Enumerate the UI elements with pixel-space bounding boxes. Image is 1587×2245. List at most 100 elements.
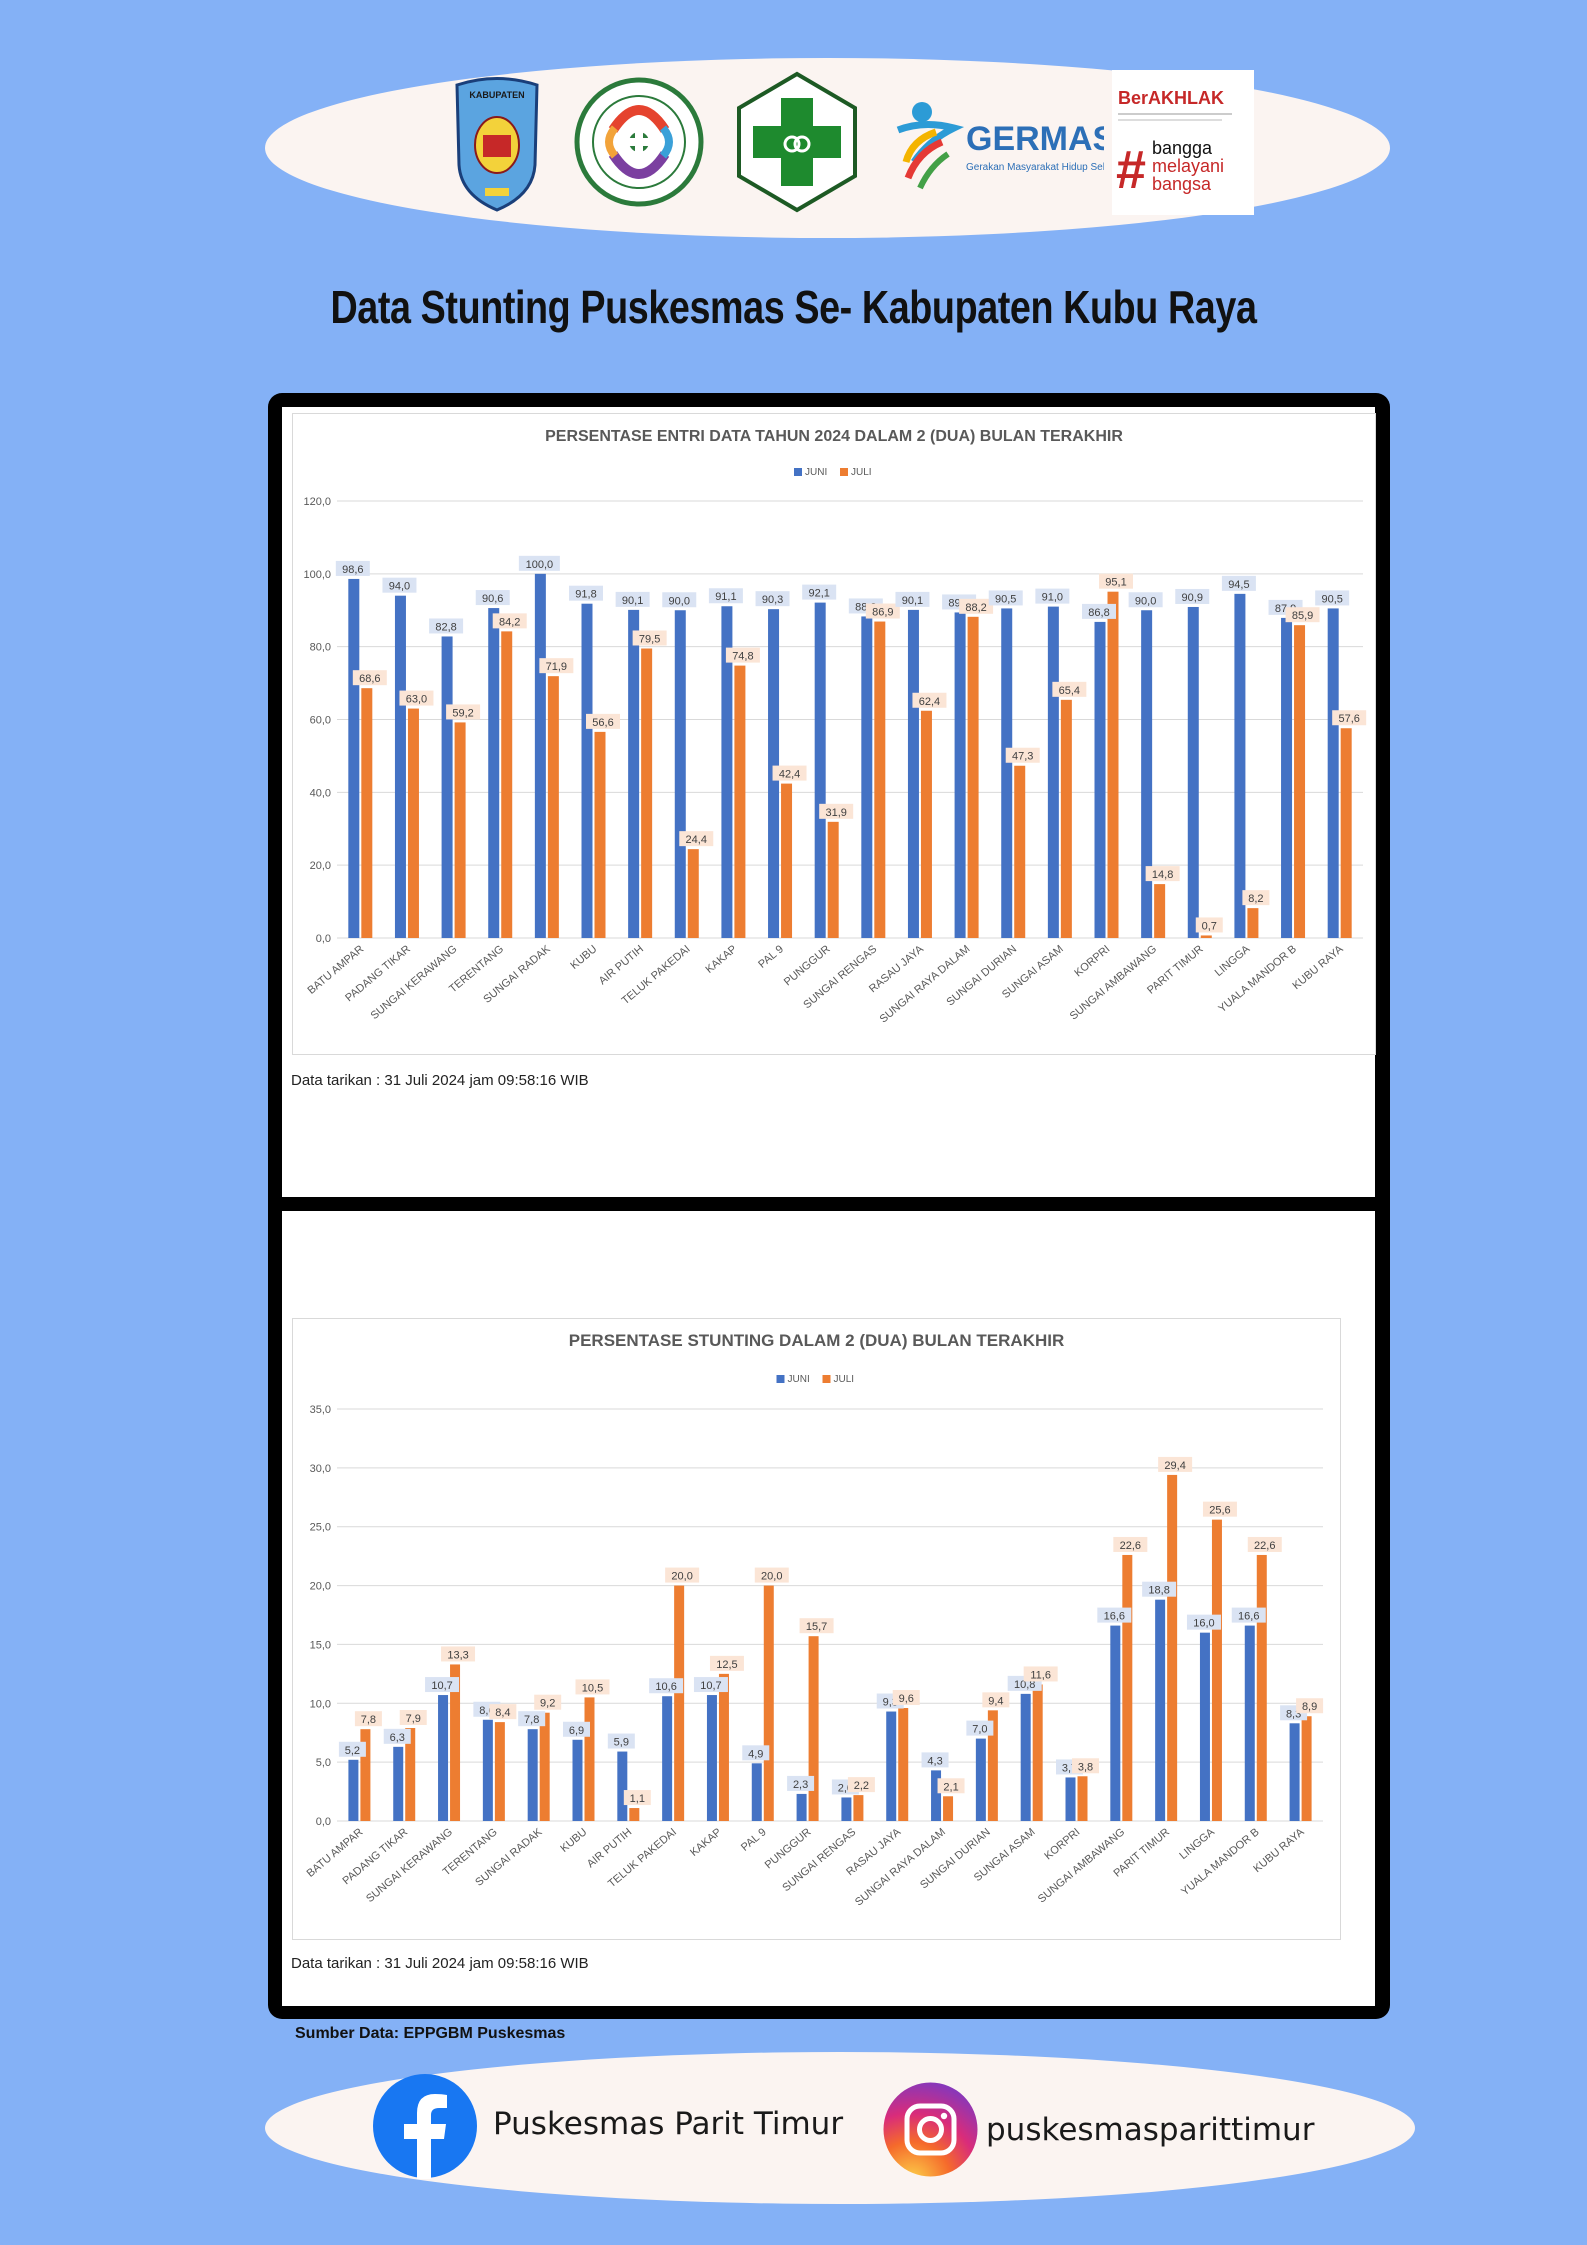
bar-juni bbox=[482, 1719, 493, 1821]
bar-juni bbox=[534, 573, 546, 938]
data-label-juni: 90,0 bbox=[669, 595, 690, 607]
data-label-bg bbox=[982, 1692, 1010, 1708]
data-label-juli: 10,5 bbox=[582, 1682, 603, 1694]
data-label-juli: 65,4 bbox=[1059, 685, 1080, 697]
data-label-bg bbox=[1145, 866, 1180, 882]
legend-label-juli: JULI bbox=[851, 467, 872, 478]
y-tick-label: 0,0 bbox=[316, 1816, 331, 1828]
chart-title: PERSENTASE STUNTING DALAM 2 (DUA) BULAN … bbox=[569, 1331, 1065, 1350]
data-label-juli: 2,2 bbox=[854, 1780, 869, 1792]
bar-juli bbox=[987, 1710, 998, 1821]
source-note: Sumber Data: EPPGBM Puskesmas bbox=[295, 2025, 566, 2042]
data-label-juni: 100,0 bbox=[526, 559, 554, 571]
x-tick-label: SUNGAI AMBAWANG bbox=[1036, 1826, 1127, 1905]
bar-juni bbox=[1187, 606, 1199, 938]
data-label-juli: 59,2 bbox=[452, 707, 473, 719]
data-label-bg bbox=[399, 690, 434, 706]
data-label-bg bbox=[1231, 1607, 1266, 1623]
bar-juni bbox=[394, 595, 406, 938]
bar-juli bbox=[547, 676, 559, 938]
x-tick-label: LINGGA bbox=[1177, 1826, 1217, 1862]
data-label-juli: 68,6 bbox=[359, 673, 380, 685]
tag-melayani: melayani bbox=[1152, 156, 1224, 176]
bar-juli bbox=[734, 665, 746, 938]
data-label-juni: 10,7 bbox=[700, 1680, 721, 1692]
bar-juni bbox=[931, 1770, 942, 1821]
data-label-juni: 7,0 bbox=[972, 1724, 987, 1736]
legend-label-juli: JULI bbox=[834, 1374, 855, 1385]
data-label-bg bbox=[429, 618, 464, 634]
bar-juli bbox=[494, 1722, 505, 1821]
bar-juni bbox=[1047, 606, 1059, 938]
x-tick-label: SUNGAI RAYA DALAM bbox=[878, 943, 973, 1025]
x-tick-label: PAL 9 bbox=[739, 1826, 769, 1854]
facebook-link[interactable]: Puskesmas Parit Timur bbox=[493, 2106, 844, 2142]
data-label-juli: 86,9 bbox=[872, 607, 893, 619]
chart-stunting-note: Data tarikan : 31 Juli 2024 jam 09:58:16… bbox=[291, 1955, 589, 1972]
bar-juli bbox=[674, 1585, 685, 1821]
berakhlak-logo-icon: BerAKHLAK # bangga melayani bangsa bbox=[1112, 70, 1254, 215]
bar-juli bbox=[763, 1585, 774, 1821]
data-label-juni: 91,8 bbox=[575, 589, 596, 601]
data-label-bg bbox=[586, 713, 620, 729]
x-tick-label: LINGGA bbox=[1213, 943, 1253, 979]
data-label-bg bbox=[679, 831, 714, 847]
data-label-juli: 22,6 bbox=[1120, 1540, 1141, 1552]
bar-juni bbox=[861, 616, 873, 938]
data-label-juni: 16,0 bbox=[1193, 1618, 1214, 1630]
bar-juli bbox=[898, 1707, 909, 1821]
data-label-juli: 42,4 bbox=[779, 769, 800, 781]
bar-juni bbox=[348, 1759, 359, 1821]
kabupaten-crest-icon: KABUPATEN bbox=[455, 77, 539, 212]
y-tick-label: 35,0 bbox=[310, 1404, 331, 1416]
data-label-juni: 90,6 bbox=[482, 593, 503, 605]
x-tick-label: KAKAP bbox=[704, 943, 740, 976]
chart-entri-data: PERSENTASE ENTRI DATA TAHUN 2024 DALAM 2… bbox=[292, 413, 1376, 1055]
data-label-juni: 4,9 bbox=[748, 1748, 763, 1760]
data-label-juli: 25,6 bbox=[1209, 1505, 1230, 1517]
data-label-juni: 7,8 bbox=[524, 1714, 539, 1726]
data-label-juli: 29,4 bbox=[1164, 1460, 1185, 1472]
data-label-juli: 11,6 bbox=[1030, 1669, 1051, 1681]
legend-label-juni: JUNI bbox=[805, 467, 827, 478]
legend-swatch-juli bbox=[822, 1375, 831, 1383]
legend-swatch-juni bbox=[794, 468, 802, 476]
data-label-juni: 6,9 bbox=[569, 1725, 584, 1737]
instagram-link[interactable]: puskesmasparittimur bbox=[986, 2112, 1315, 2148]
bar-juli bbox=[1032, 1684, 1043, 1821]
facebook-icon[interactable] bbox=[372, 2073, 478, 2179]
data-label-juni: 10,6 bbox=[655, 1681, 676, 1693]
data-label-juni: 90,3 bbox=[762, 594, 783, 606]
data-label-bg bbox=[1221, 575, 1256, 591]
bar-juli bbox=[629, 1808, 640, 1821]
chart-entri-note: Data tarikan : 31 Juli 2024 jam 09:58:16… bbox=[291, 1072, 589, 1089]
data-label-bg bbox=[534, 1694, 562, 1710]
data-label-juni: 94,5 bbox=[1228, 579, 1249, 591]
data-label-bg bbox=[632, 630, 667, 646]
data-label-juni: 82,8 bbox=[435, 621, 456, 633]
instagram-icon[interactable] bbox=[883, 2082, 978, 2177]
x-tick-label: KUBU RAYA bbox=[1290, 943, 1346, 992]
data-label-juli: 22,6 bbox=[1254, 1540, 1275, 1552]
bar-juli bbox=[1340, 728, 1352, 938]
data-label-bg bbox=[623, 1790, 651, 1806]
data-label-juni: 90,1 bbox=[622, 595, 643, 607]
bar-juli bbox=[584, 1697, 595, 1821]
data-label-juni: 90,5 bbox=[1321, 593, 1342, 605]
data-label-juli: 9,6 bbox=[899, 1693, 914, 1705]
data-label-bg bbox=[921, 1752, 949, 1768]
bar-juni bbox=[721, 606, 733, 938]
bar-juni bbox=[1327, 608, 1339, 938]
data-label-bg bbox=[382, 577, 417, 593]
data-label-juli: 12,5 bbox=[716, 1659, 737, 1671]
bar-juli bbox=[539, 1712, 550, 1821]
bar-juli bbox=[1294, 625, 1306, 938]
data-label-bg bbox=[399, 1710, 427, 1726]
bar-juni bbox=[1001, 608, 1013, 938]
data-label-bg bbox=[1035, 588, 1070, 604]
bar-juni bbox=[1199, 1632, 1210, 1821]
data-label-juli: 56,6 bbox=[592, 717, 613, 729]
x-tick-label: AIR PUTIH bbox=[597, 943, 646, 987]
data-label-bg bbox=[1142, 1581, 1177, 1597]
data-label-juli: 13,3 bbox=[447, 1649, 468, 1661]
